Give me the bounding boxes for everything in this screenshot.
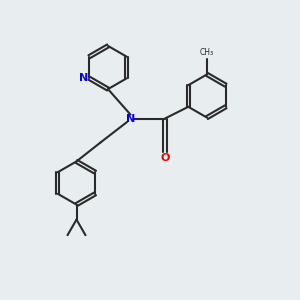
- Text: N: N: [79, 73, 88, 83]
- Text: CH₃: CH₃: [200, 48, 214, 57]
- Text: O: O: [160, 153, 170, 163]
- Text: N: N: [126, 113, 135, 124]
